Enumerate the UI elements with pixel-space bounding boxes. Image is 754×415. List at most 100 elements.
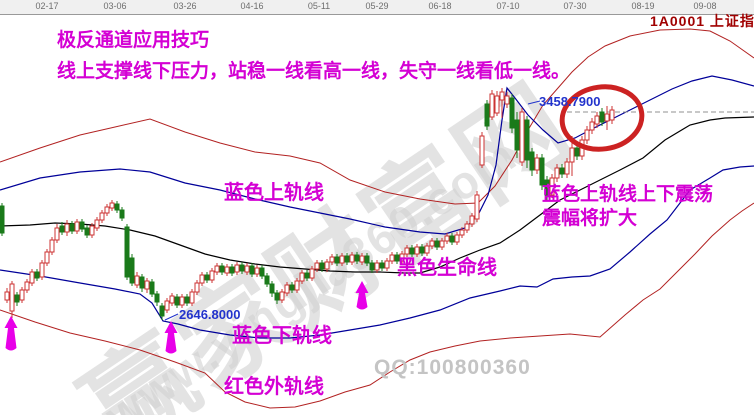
candle-body	[474, 194, 480, 220]
candle-body	[264, 275, 270, 285]
candle-body	[59, 225, 65, 233]
candle-body	[254, 267, 260, 275]
life-rail-line	[0, 116, 754, 274]
candle-body	[489, 93, 495, 118]
candle-body	[284, 284, 290, 294]
candle-body	[14, 294, 20, 303]
candle-body	[584, 129, 590, 141]
axis-date-label: 05-11	[307, 1, 331, 11]
candle-body	[419, 246, 425, 254]
candle-body	[154, 293, 160, 303]
candle-body	[214, 265, 220, 273]
date-axis: 02-17 03-06 03-26 04-16 05-11 05-29 06-18 07-10…	[0, 0, 754, 15]
trough-pointer-line	[164, 313, 179, 321]
candle-body	[539, 157, 545, 186]
candle-body	[574, 147, 580, 157]
candle-body	[444, 235, 450, 242]
candle-body	[519, 111, 525, 163]
candle-body	[304, 272, 310, 279]
candle-body	[594, 115, 600, 125]
candle-body	[334, 256, 340, 264]
candle-body	[514, 119, 520, 151]
oscillation-note-line2: 震幅将扩大	[542, 208, 638, 229]
candle-body	[79, 221, 85, 230]
candle-body	[189, 291, 195, 304]
candle-body	[109, 202, 115, 209]
candle-body	[149, 281, 155, 295]
candle-body	[314, 262, 320, 270]
subtitle-text: 线上支撑线下压力，站稳一线看高一线，失守一线看低一线。	[57, 61, 571, 82]
candle-body	[114, 203, 120, 211]
candle-body	[424, 245, 430, 254]
candle-body	[289, 284, 295, 291]
instrument-label: 1A0001 上证指数	[650, 13, 754, 29]
candle-body	[534, 157, 540, 171]
blue-lower-rail-label: 蓝色下轨线	[232, 325, 332, 347]
candle-body	[564, 161, 570, 175]
candle-body	[529, 151, 535, 171]
candle-body	[459, 229, 465, 236]
axis-date-label: 06-18	[428, 1, 452, 11]
candle-body	[479, 135, 485, 166]
candle-body	[184, 296, 190, 304]
up-arrow-annotation	[355, 281, 369, 310]
axis-date-label: 07-10	[496, 1, 520, 11]
candle-body	[0, 205, 5, 234]
candle-body	[104, 206, 110, 214]
candle-body	[524, 119, 530, 161]
candle-body	[309, 268, 315, 279]
candle-body	[119, 209, 125, 219]
life-line-label: 黑色生命线	[397, 257, 497, 279]
candle-body	[609, 109, 615, 121]
candle-body	[69, 223, 75, 232]
candle-body	[174, 296, 180, 306]
candle-body	[204, 274, 210, 281]
candle-body	[439, 240, 445, 248]
candle-body	[134, 275, 140, 286]
candle-body	[319, 262, 325, 270]
candle-body	[434, 240, 440, 248]
candle-body	[179, 296, 185, 306]
red-outer-rail-label: 红色外轨线	[224, 376, 324, 398]
candle-body	[294, 280, 300, 291]
candle-body	[9, 283, 15, 312]
qq-contact-label: QQ:100800360	[374, 356, 531, 379]
trough-price-label: 2646.8000	[179, 307, 241, 322]
candle-body	[389, 254, 395, 262]
candle-body	[129, 257, 135, 284]
up-arrow-annotation	[4, 316, 18, 351]
candle-body	[339, 255, 345, 264]
blue_lower-rail-line	[0, 165, 754, 339]
candle-body	[394, 254, 400, 262]
candle-body	[99, 212, 105, 221]
candle-body	[199, 274, 205, 284]
candle-body	[274, 292, 280, 301]
candle-body	[414, 246, 420, 255]
candle-body	[349, 254, 355, 263]
candle-body	[84, 227, 90, 236]
axis-date-label: 05-29	[365, 1, 389, 11]
axis-date-label: 07-30	[563, 1, 587, 11]
candle-body	[374, 262, 380, 271]
axis-date-label: 03-06	[103, 1, 127, 11]
candle-body	[364, 255, 370, 264]
axis-date-label: 04-16	[240, 1, 264, 11]
candle-body	[34, 271, 40, 279]
candle-body	[244, 265, 250, 273]
candle-body	[509, 97, 515, 129]
candle-body	[469, 215, 475, 225]
up-arrow-annotation	[164, 321, 178, 354]
candle-body	[504, 95, 510, 105]
candle-body	[209, 270, 215, 281]
candle-body	[249, 265, 255, 275]
candle-body	[29, 271, 35, 284]
candle-body	[234, 264, 240, 273]
candle-body	[219, 265, 225, 273]
candle-body	[279, 291, 285, 301]
candle-body	[89, 225, 95, 236]
candle-body	[44, 251, 50, 264]
candle-body	[229, 266, 235, 274]
candle-body	[54, 227, 60, 241]
